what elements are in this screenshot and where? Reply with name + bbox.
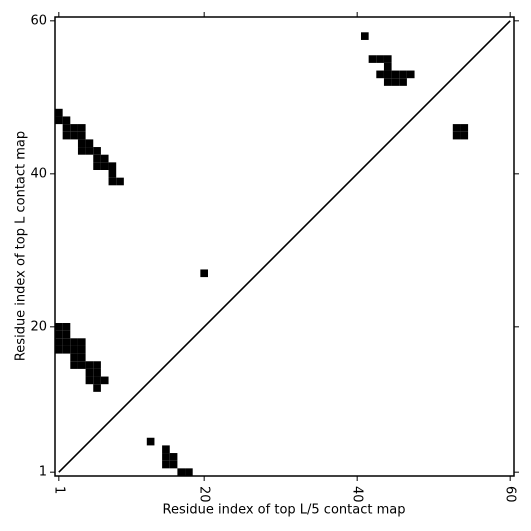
contact-cell	[62, 131, 71, 140]
contact-cell	[177, 468, 186, 476]
contact-cell	[406, 70, 415, 79]
contact-cell	[108, 177, 117, 186]
contact-cell	[93, 384, 101, 392]
contact-cell	[200, 269, 208, 278]
contact-cell	[162, 453, 170, 461]
contact-cell	[77, 345, 86, 354]
contact-cell	[93, 361, 101, 369]
contact-cell	[383, 62, 392, 71]
contact-cell	[146, 437, 155, 446]
contact-cell	[62, 345, 71, 354]
contact-cell	[55, 338, 63, 346]
contact-cell	[169, 453, 178, 461]
contact-cell	[55, 108, 63, 117]
contact-cell	[100, 154, 109, 163]
contact-cell	[452, 124, 461, 132]
contact-cell	[376, 55, 384, 63]
contact-cell	[62, 330, 71, 339]
x-tick-label: 20	[197, 486, 212, 503]
contact-cell	[93, 162, 101, 170]
contact-cell	[452, 131, 461, 140]
contact-cell	[85, 361, 94, 369]
contact-cell	[399, 78, 407, 86]
contact-cell	[77, 139, 86, 148]
contact-cell	[55, 330, 63, 339]
contact-cell	[85, 368, 94, 377]
plot-frame	[54, 16, 515, 477]
contact-cell	[70, 338, 78, 346]
contact-cell	[391, 78, 400, 86]
contact-cell	[108, 170, 117, 178]
contact-cell	[62, 116, 71, 125]
contact-cell	[368, 55, 377, 63]
contact-cell	[77, 338, 86, 346]
contact-cell	[169, 460, 178, 469]
contact-cell	[108, 162, 117, 170]
contact-cell	[460, 131, 469, 140]
contact-cell	[93, 376, 101, 385]
contact-cell	[85, 376, 94, 385]
x-tick-label: 60	[503, 486, 518, 503]
x-tick-label: 1	[51, 486, 66, 494]
contact-cell	[55, 323, 63, 331]
contact-cell	[383, 55, 392, 63]
contact-cell	[93, 147, 101, 155]
contact-cell	[116, 177, 124, 186]
contact-cell	[100, 162, 109, 170]
y-tick-label: 20	[30, 319, 47, 334]
contact-cell	[383, 70, 392, 79]
contact-cell	[93, 154, 101, 163]
contact-cell	[391, 70, 400, 79]
contact-cell	[162, 460, 170, 469]
contact-cell	[55, 116, 63, 125]
contact-cell	[383, 78, 392, 86]
contact-cell	[62, 323, 71, 331]
contact-cell	[70, 353, 78, 362]
contact-cell	[376, 70, 384, 79]
contact-cell	[185, 468, 193, 476]
x-axis-label: Residue index of top L/5 contact map	[163, 503, 406, 518]
contact-cell	[70, 131, 78, 140]
contact-cell	[77, 124, 86, 132]
contact-cell	[85, 147, 94, 155]
y-tick-label: 60	[30, 13, 47, 28]
contact-cell	[361, 32, 369, 40]
contact-cell	[77, 147, 86, 155]
y-axis-label: Residue index of top L contact map	[14, 131, 29, 361]
y-tick-label: 40	[30, 166, 47, 181]
contact-cell	[77, 361, 86, 369]
x-tick-label: 40	[350, 486, 365, 503]
contact-cell	[70, 361, 78, 369]
contact-cell	[70, 345, 78, 354]
contact-cell	[55, 345, 63, 354]
y-tick-label: 1	[39, 465, 47, 480]
diagonal-line	[58, 20, 511, 473]
contact-cell	[62, 124, 71, 132]
contact-cell	[399, 70, 407, 79]
contact-cell	[85, 139, 94, 148]
contact-cell	[77, 353, 86, 362]
contact-cell	[70, 124, 78, 132]
contact-cell	[93, 368, 101, 377]
contact-cell	[460, 124, 469, 132]
contact-cell	[162, 445, 170, 454]
contact-cell	[100, 376, 109, 385]
contact-cell	[62, 338, 71, 346]
contact-cell	[77, 131, 86, 140]
